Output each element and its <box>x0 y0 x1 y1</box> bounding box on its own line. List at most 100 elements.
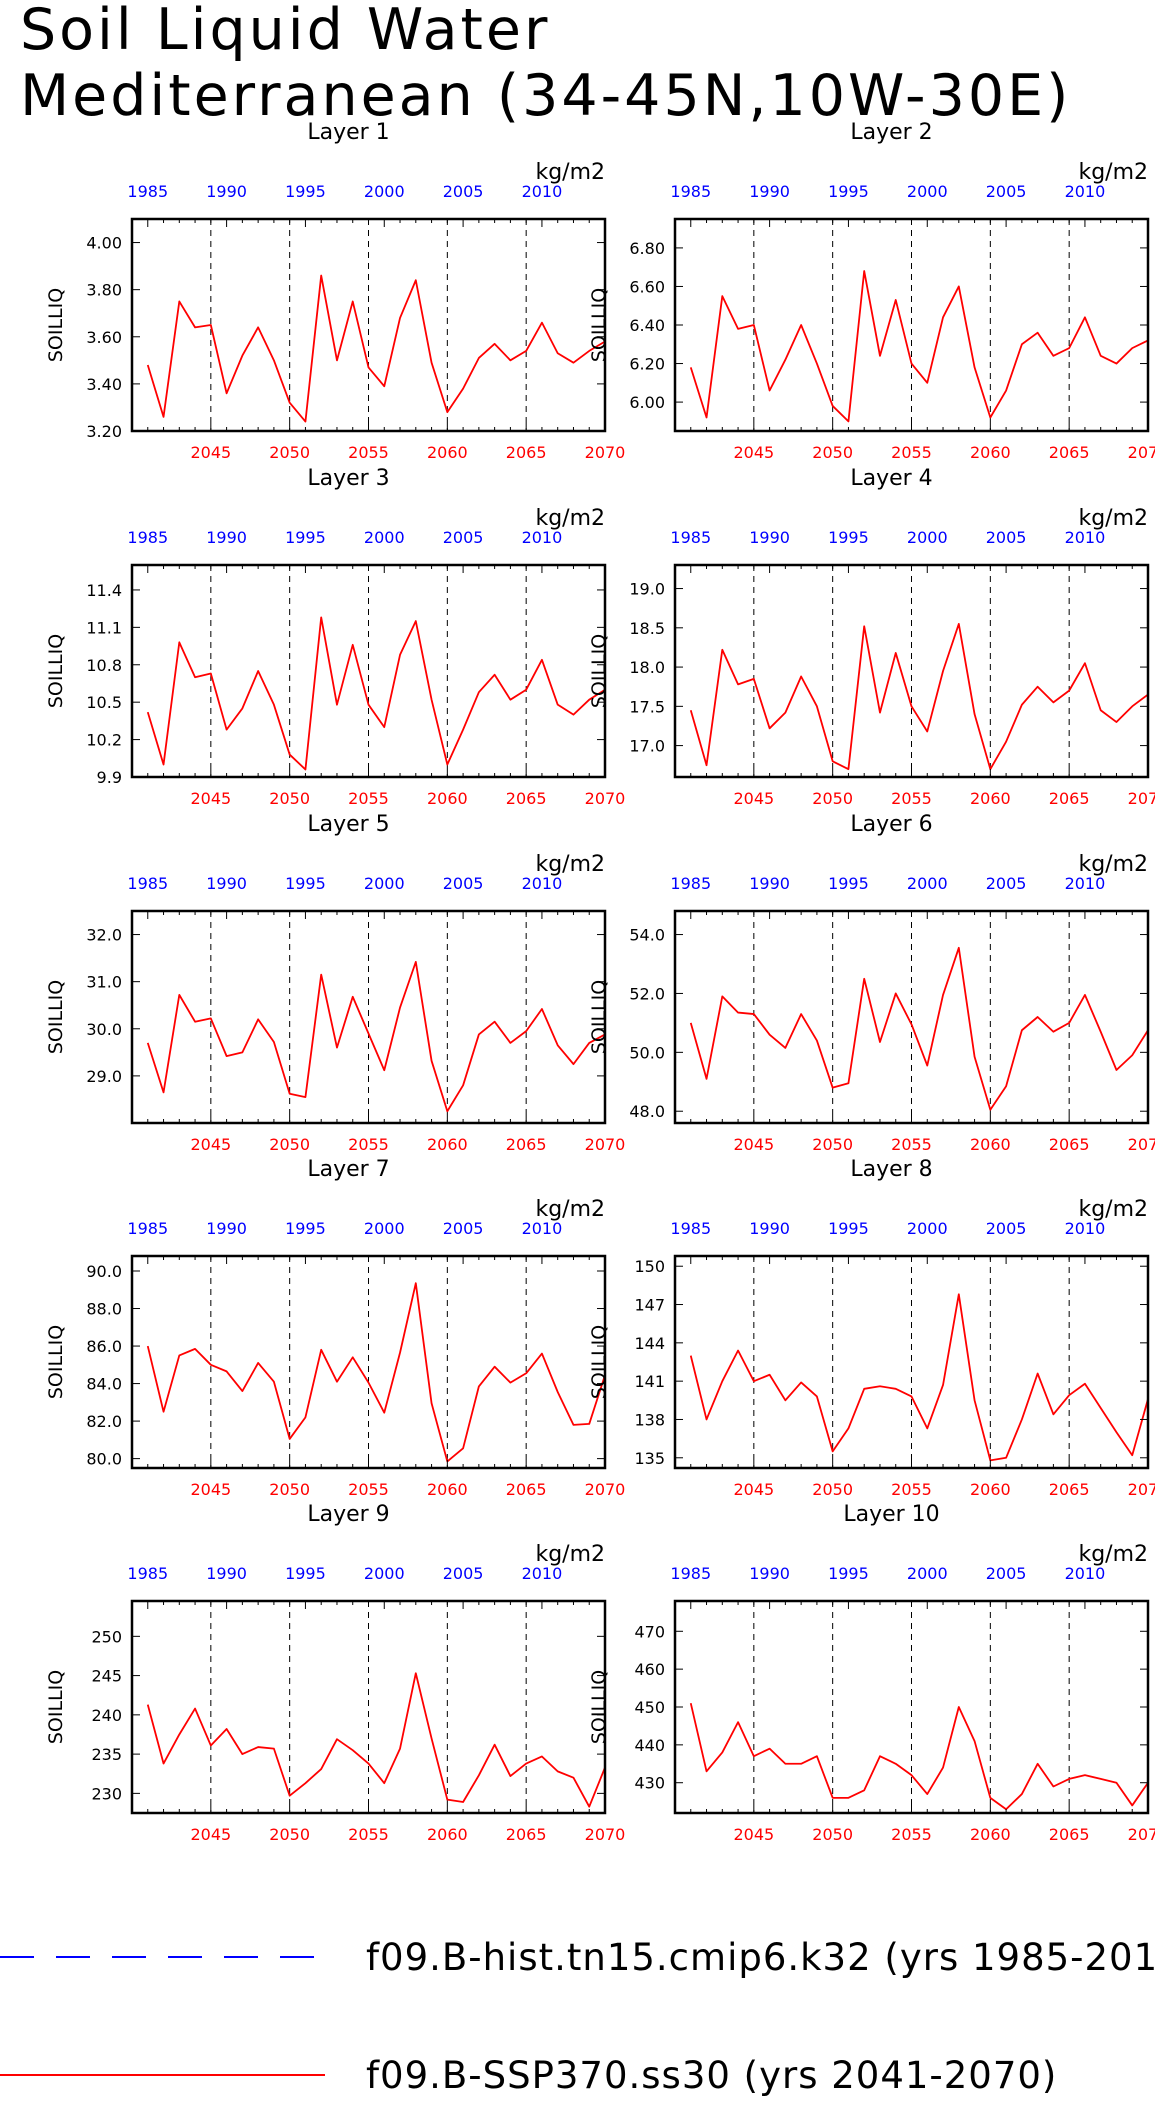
y-tick-label: 4.00 <box>86 234 122 253</box>
x-tick-label-top: 2005 <box>986 182 1027 201</box>
y-tick-label: 135 <box>634 1449 665 1468</box>
y-tick-label: 10.8 <box>86 656 122 675</box>
x-tick-label-top: 2000 <box>907 1219 948 1238</box>
x-tick-label-top: 1990 <box>206 1219 247 1238</box>
y-axis-label: SOILLIQ <box>588 980 610 1054</box>
y-tick-label: 86.0 <box>86 1337 122 1356</box>
x-tick-label-top: 2010 <box>1065 528 1106 547</box>
y-axis-label: SOILLIQ <box>45 1670 67 1744</box>
figure-title-line2: Mediterranean (34-45N,10W-30E) <box>20 63 1072 129</box>
series-line-future <box>146 1282 606 1463</box>
y-tick-label: 147 <box>634 1296 665 1315</box>
legend-label-historical: f09.B-hist.tn15.cmip6.k32 (yrs 1985-2014… <box>366 1936 1155 1979</box>
x-tick-label-bottom: 2060 <box>970 443 1011 462</box>
x-tick-label-top: 1985 <box>127 874 168 893</box>
x-tick-label-bottom: 2065 <box>1049 443 1090 462</box>
panel-title: Layer 3 <box>307 466 389 491</box>
units-label: kg/m2 <box>1078 1542 1148 1567</box>
figure-title-line1: Soil Liquid Water <box>20 0 551 63</box>
y-tick-label: 141 <box>634 1372 665 1391</box>
x-tick-label-bottom: 2055 <box>891 1480 932 1499</box>
y-tick-label: 440 <box>634 1736 665 1755</box>
y-tick-label: 450 <box>634 1698 665 1717</box>
series-line-future <box>689 1293 1149 1462</box>
x-tick-label-top: 1985 <box>127 1219 168 1238</box>
x-tick-label-bottom: 2055 <box>891 443 932 462</box>
x-tick-label-bottom: 2070 <box>585 789 626 808</box>
y-tick-label: 6.60 <box>629 277 665 296</box>
x-tick-label-bottom: 2065 <box>506 1480 547 1499</box>
x-tick-label-bottom: 2065 <box>1049 1135 1090 1154</box>
units-label: kg/m2 <box>1078 160 1148 185</box>
x-tick-label-bottom: 2060 <box>427 1825 468 1844</box>
y-tick-label: 235 <box>91 1745 122 1764</box>
x-tick-label-top: 1995 <box>828 874 869 893</box>
x-tick-label-top: 1990 <box>206 528 247 547</box>
chart-panel-4: Layer 4 2045 2050 2055 2060 2065 2070 1985 1990 1… <box>588 466 1155 808</box>
x-tick-label-top: 1990 <box>749 528 790 547</box>
x-tick-label-top: 1990 <box>206 182 247 201</box>
x-tick-label-bottom: 2060 <box>970 1825 1011 1844</box>
legend-swatches <box>0 1956 325 2076</box>
x-tick-label-bottom: 2055 <box>348 1135 389 1154</box>
x-tick-label-bottom: 2045 <box>190 443 231 462</box>
x-tick-label-top: 1995 <box>828 1219 869 1238</box>
x-tick-label-bottom: 2045 <box>733 1135 774 1154</box>
x-tick-label-bottom: 2065 <box>1049 789 1090 808</box>
panel-title: Layer 7 <box>307 1157 389 1182</box>
x-tick-label-top: 2005 <box>443 874 484 893</box>
y-tick-label: 10.5 <box>86 693 122 712</box>
y-tick-label: 6.20 <box>629 355 665 374</box>
x-tick-label-bottom: 2065 <box>506 443 547 462</box>
y-tick-label: 138 <box>634 1410 665 1429</box>
y-tick-label: 31.0 <box>86 973 122 992</box>
x-tick-label-bottom: 2055 <box>891 1135 932 1154</box>
series-line-future <box>146 1672 606 1808</box>
chart-panel-8: Layer 8 2045 2050 2055 2060 2065 2070 1985 1990 1… <box>588 1157 1155 1499</box>
x-tick-label-bottom: 2065 <box>1049 1825 1090 1844</box>
x-tick-label-top: 1995 <box>285 874 326 893</box>
y-tick-label: 144 <box>634 1334 665 1353</box>
x-tick-label-bottom: 2060 <box>427 789 468 808</box>
units-label: kg/m2 <box>535 852 605 877</box>
y-axis-label: SOILLIQ <box>588 634 610 708</box>
x-tick-label-top: 1990 <box>749 874 790 893</box>
x-tick-label-bottom: 2045 <box>733 443 774 462</box>
series-line-future <box>146 960 606 1113</box>
x-tick-label-top: 2000 <box>364 874 405 893</box>
x-tick-label-top: 2005 <box>986 1219 1027 1238</box>
x-tick-label-bottom: 2055 <box>891 789 932 808</box>
y-tick-label: 6.00 <box>629 393 665 412</box>
x-tick-label-bottom: 2070 <box>585 1480 626 1499</box>
y-tick-label: 460 <box>634 1660 665 1679</box>
x-tick-label-top: 2000 <box>364 1564 405 1583</box>
units-label: kg/m2 <box>535 1197 605 1222</box>
x-tick-label-bottom: 2060 <box>427 443 468 462</box>
panel-title: Layer 9 <box>307 1502 389 1527</box>
y-tick-label: 82.0 <box>86 1412 122 1431</box>
x-tick-label-top: 2010 <box>1065 182 1106 201</box>
x-tick-label-top: 2000 <box>907 528 948 547</box>
legend: f09.B-hist.tn15.cmip6.k32 (yrs 1985-2014… <box>0 1920 1155 2100</box>
y-axis-label: SOILLIQ <box>45 980 67 1054</box>
series-line-future <box>689 622 1149 771</box>
x-tick-label-bottom: 2050 <box>269 1825 310 1844</box>
x-tick-label-bottom: 2050 <box>812 1825 853 1844</box>
chart-panel-10: Layer 10 2045 2050 2055 2060 2065 2070 1985 1990… <box>588 1502 1155 1844</box>
x-tick-label-top: 2005 <box>986 528 1027 547</box>
y-tick-label: 230 <box>91 1784 122 1803</box>
x-tick-label-bottom: 2070 <box>1128 1135 1155 1154</box>
series-line-future <box>689 1703 1149 1811</box>
chart-panel-9: Layer 9 2045 2050 2055 2060 2065 2070 1985 1990 1… <box>45 1502 625 1844</box>
y-axis-label: SOILLIQ <box>588 1325 610 1399</box>
x-tick-label-bottom: 2070 <box>1128 1480 1155 1499</box>
chart-panel-2: Layer 2 2045 2050 2055 2060 2065 2070 1985 1990 1… <box>588 120 1155 462</box>
y-tick-label: 17.0 <box>629 737 665 756</box>
y-axis-label: SOILLIQ <box>45 288 67 362</box>
y-axis-label: SOILLIQ <box>588 1670 610 1744</box>
panel-title: Layer 6 <box>850 812 932 837</box>
chart-panel-7: Layer 7 2045 2050 2055 2060 2065 2070 1985 1990 1… <box>45 1157 626 1499</box>
x-tick-label-bottom: 2050 <box>812 1480 853 1499</box>
x-tick-label-top: 1985 <box>127 1564 168 1583</box>
